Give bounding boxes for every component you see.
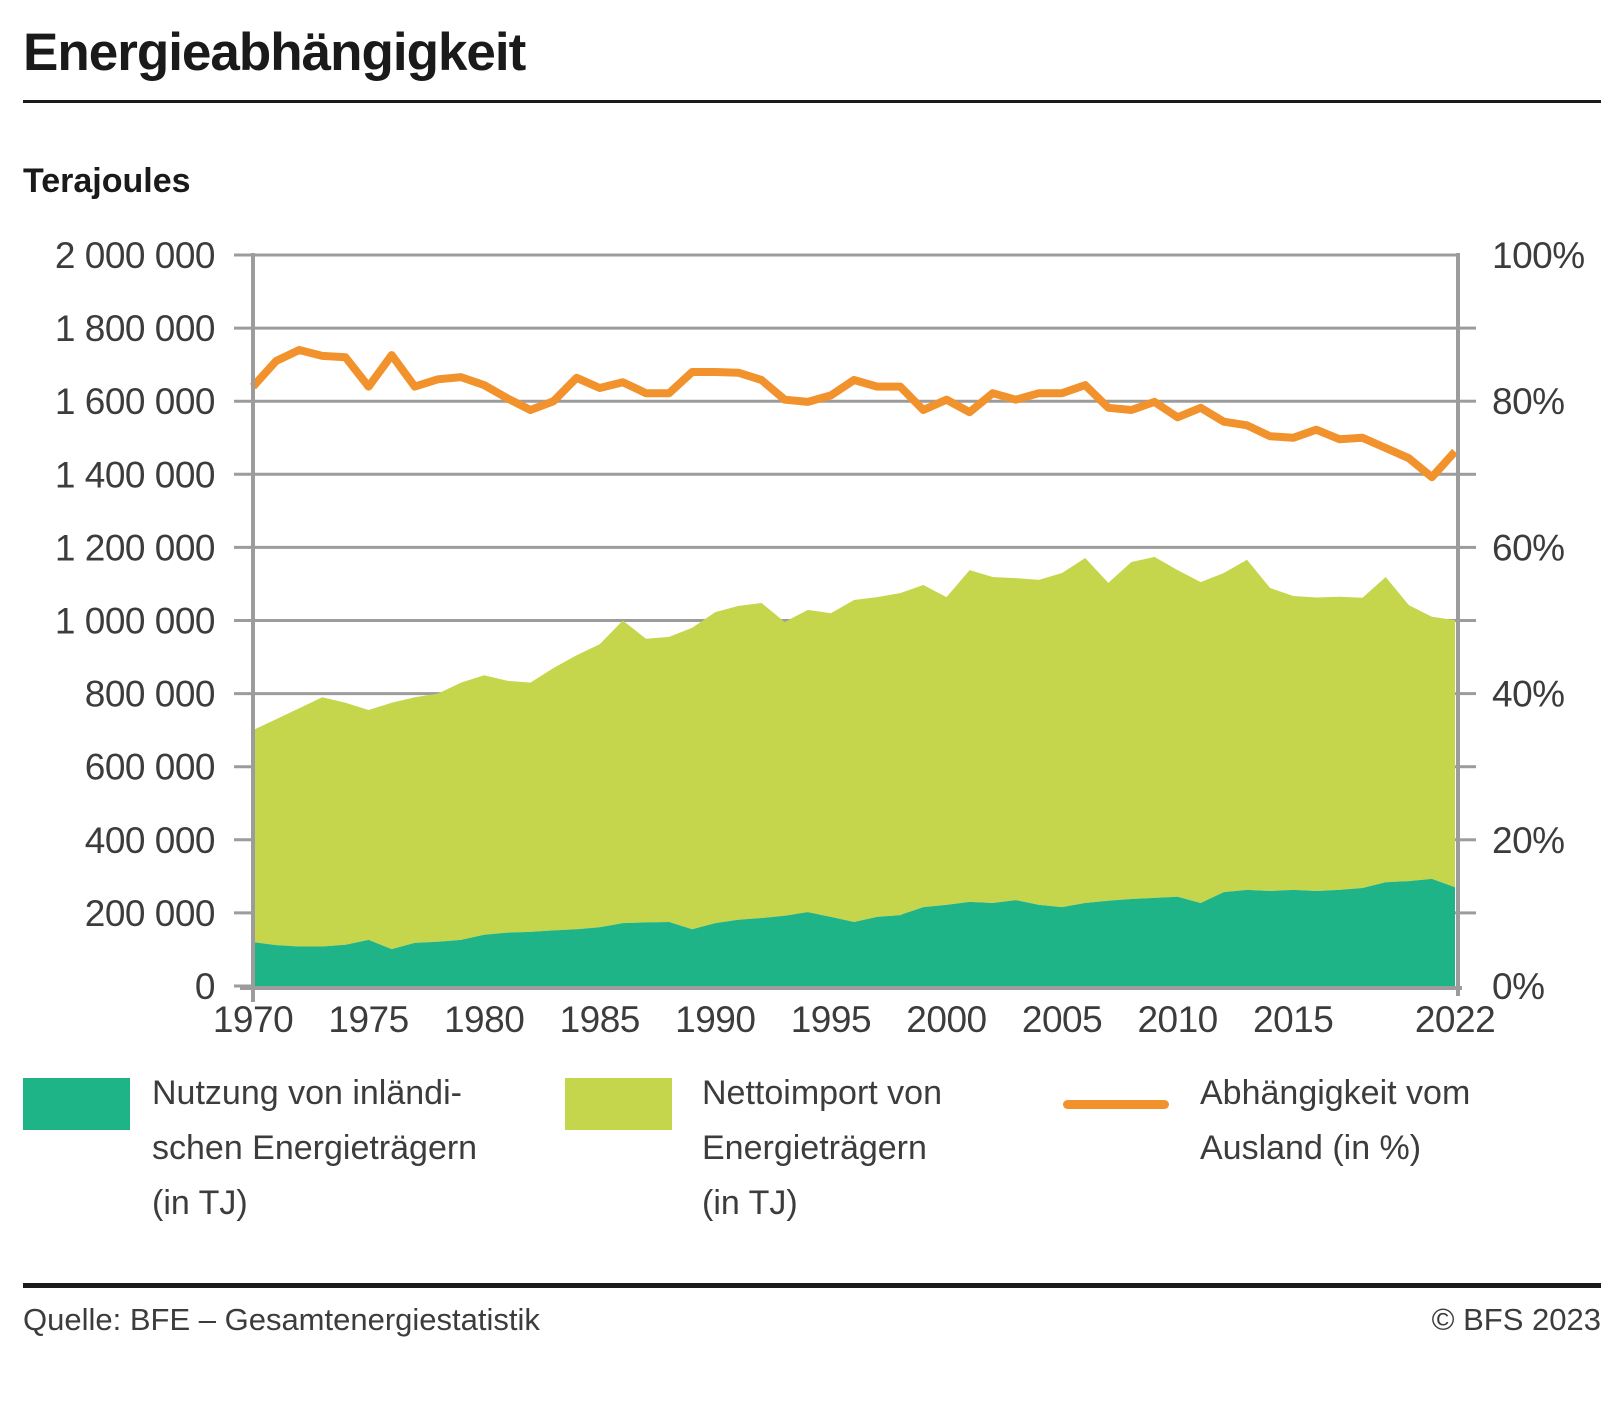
y-axis-tick-label: 1 000 000 <box>55 600 215 641</box>
legend-label-line: Nettoimport von <box>702 1074 942 1112</box>
x-axis-tick-label: 2022 <box>1415 999 1495 1040</box>
x-axis-tick-label: 2010 <box>1137 999 1217 1040</box>
area-inlaendische-energietraeger <box>253 878 1455 986</box>
page-title: Energieabhängigkeit <box>23 23 526 82</box>
legend-swatch-inlaendische <box>23 1078 130 1130</box>
y-axis-tick-label: 600 000 <box>85 747 215 788</box>
y-axis-tick-label: 400 000 <box>85 820 215 861</box>
y2-axis-tick-label: 40% <box>1492 674 1565 715</box>
area-nettoimport <box>253 556 1455 950</box>
x-axis-tick-label: 1995 <box>791 999 871 1040</box>
x-axis-tick-label: 2005 <box>1022 999 1102 1040</box>
legend-label-line: Ausland (in %) <box>1200 1129 1422 1167</box>
footer-divider <box>23 1283 1601 1288</box>
y-axis-unit-label: Terajoules <box>23 162 191 200</box>
y2-axis-tick-label: 100% <box>1492 235 1585 276</box>
legend-line-sample-abhaengigkeit <box>1063 1100 1169 1109</box>
legend-label-nettoimport: Nettoimport von Energieträgern (in TJ) <box>702 1066 942 1231</box>
x-axis-tick-label: 2000 <box>906 999 986 1040</box>
x-axis-tick-label: 1990 <box>675 999 755 1040</box>
y-axis-tick-label: 2 000 000 <box>55 235 215 276</box>
y-axis-tick-label: 1 200 000 <box>55 527 215 568</box>
source-note: Quelle: BFE – Gesamtenergiestatistik <box>23 1302 540 1337</box>
y2-axis-tick-label: 0% <box>1492 966 1544 1007</box>
y2-axis-tick-label: 20% <box>1492 820 1565 861</box>
y-axis-tick-label: 800 000 <box>85 674 215 715</box>
legend-label-line: Energieträgern <box>702 1129 927 1167</box>
y-axis-tick-label: 0 <box>195 966 215 1007</box>
x-axis-tick-label: 2015 <box>1253 999 1333 1040</box>
y-axis-tick-label: 1 800 000 <box>55 308 215 349</box>
energy-dependency-chart: 2 000 000 1 800 000 1 600 000 1 400 000 1 20… <box>55 235 1585 1040</box>
y2-axis-tick-label: 60% <box>1492 527 1565 568</box>
legend-label-line: (in TJ) <box>702 1184 798 1222</box>
x-axis-tick-label: 1975 <box>328 999 408 1040</box>
y-axis-tick-label: 1 600 000 <box>55 381 215 422</box>
legend-label-line: Nutzung von inländi- <box>152 1074 462 1112</box>
copyright-note: © BFS 2023 <box>1431 1302 1601 1337</box>
header-divider <box>23 100 1601 103</box>
legend-label-inlaendische: Nutzung von inländi- schen Energieträger… <box>152 1066 477 1231</box>
y-axis-tick-label: 200 000 <box>85 893 215 934</box>
legend-label-line: schen Energieträgern <box>152 1129 478 1167</box>
legend-swatch-nettoimport <box>565 1078 672 1130</box>
x-axis-tick-label: 1985 <box>560 999 640 1040</box>
legend-label-line: (in TJ) <box>152 1184 248 1222</box>
x-axis-tick-label: 1970 <box>213 999 293 1040</box>
legend-label-line: Abhängigkeit vom <box>1200 1074 1471 1112</box>
legend-label-abhaengigkeit: Abhängigkeit vom Ausland (in %) <box>1200 1066 1470 1176</box>
y-axis-tick-label: 1 400 000 <box>55 454 215 495</box>
line-abhaengigkeit <box>250 346 1458 482</box>
x-axis-tick-label: 1980 <box>444 999 524 1040</box>
y2-axis-tick-label: 80% <box>1492 381 1565 422</box>
